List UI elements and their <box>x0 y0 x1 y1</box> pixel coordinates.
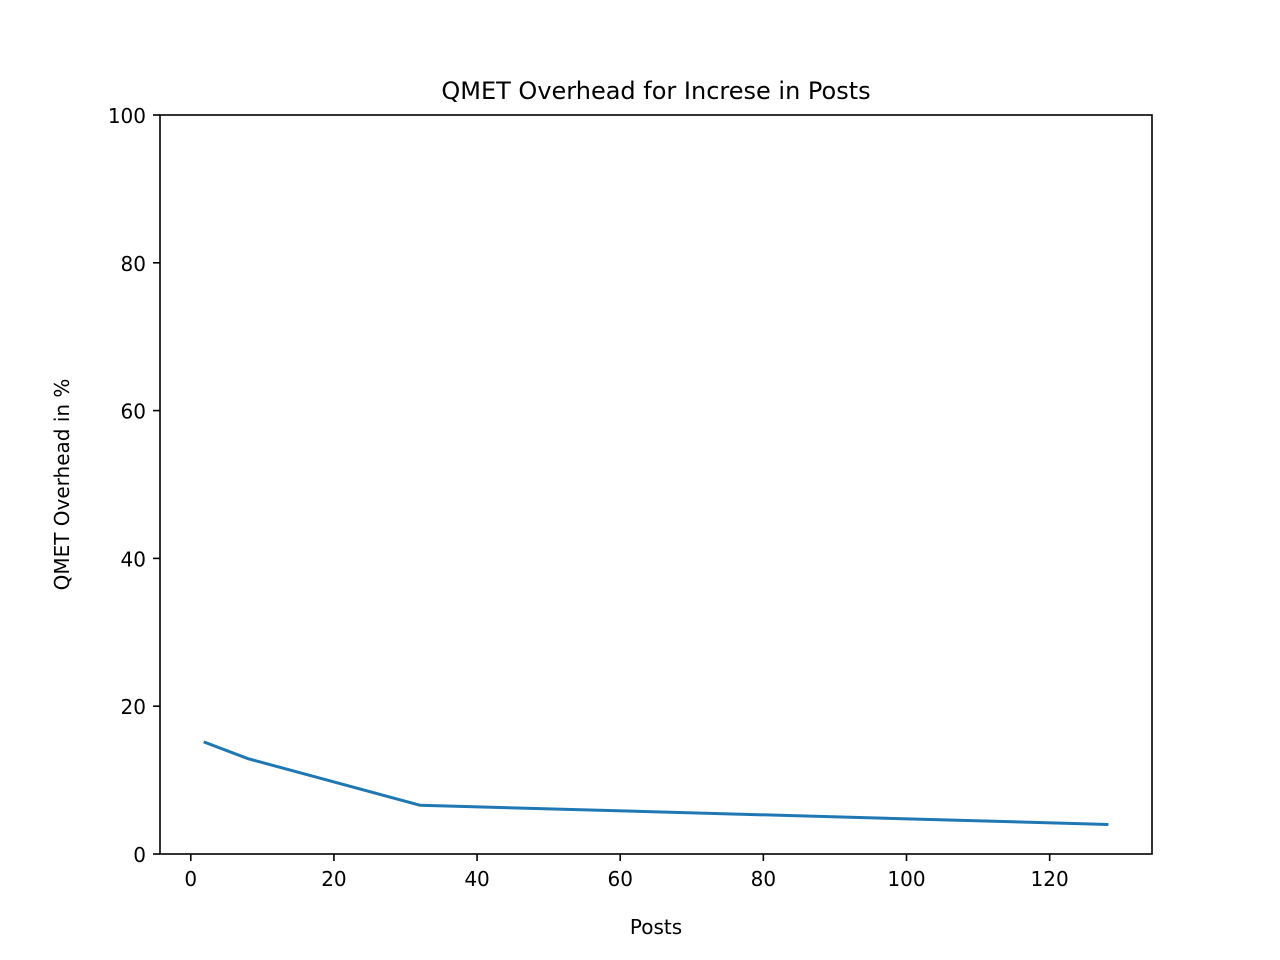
series-line-0 <box>203 740 1109 826</box>
y-tick-label: 60 <box>121 400 146 424</box>
y-axis: 0 20 40 60 80 100 <box>108 104 160 867</box>
y-tick-label: 40 <box>121 547 146 571</box>
x-axis: 0 20 40 60 80 100 120 <box>184 854 1069 891</box>
x-tick-label: 0 <box>184 867 197 891</box>
chart-title: QMET Overhead for Increse in Posts <box>441 77 870 105</box>
plot-area <box>160 115 1152 854</box>
x-tick-label: 60 <box>607 867 632 891</box>
y-tick-label: 100 <box>108 104 146 128</box>
x-tick-label: 80 <box>751 867 776 891</box>
y-tick-label: 80 <box>121 252 146 276</box>
x-axis-label: Posts <box>630 915 682 939</box>
x-tick-label: 40 <box>464 867 489 891</box>
x-tick-label: 100 <box>887 867 925 891</box>
series-layer <box>203 740 1109 826</box>
x-tick-label: 120 <box>1031 867 1069 891</box>
y-axis-label: QMET Overhead in % <box>50 379 74 591</box>
plot-frame <box>159 114 1153 855</box>
x-tick-label: 20 <box>321 867 346 891</box>
y-tick-label: 20 <box>121 695 146 719</box>
y-tick-label: 0 <box>133 843 146 867</box>
